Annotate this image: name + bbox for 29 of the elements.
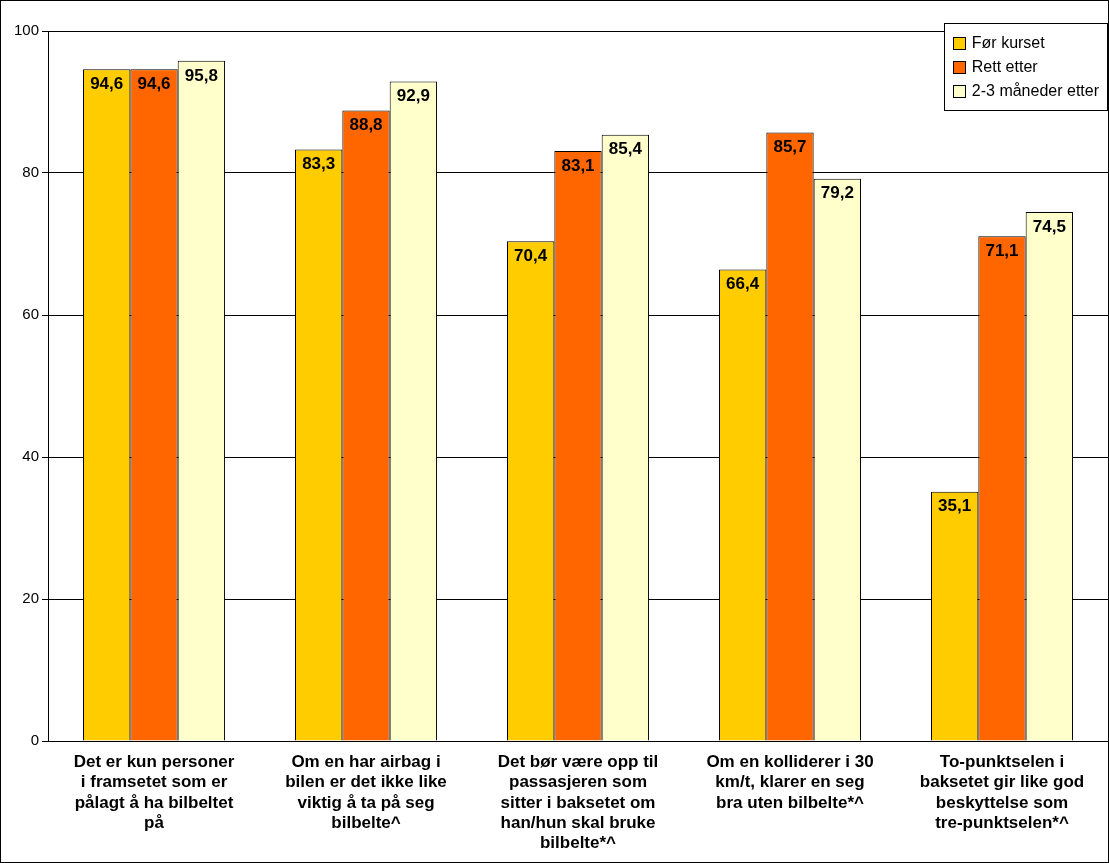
data-label: 71,1 (985, 240, 1019, 260)
y-tick-label: 60 (22, 305, 40, 323)
data-label: 83,3 (302, 154, 336, 174)
data-label: 79,2 (820, 183, 854, 203)
legend-label: Rett etter (971, 58, 1038, 76)
x-tick-label: Det er kun personer i framsetet som er pålagt å ha bilbeltet på (73, 751, 235, 833)
x-tick-label: Det bør være opp til passasjeren som sitter i baksetet om han/hun skal bruke bilbelte*^ (497, 751, 659, 853)
x-tick-label: Om en kolliderer i 30 km/t, klarer en seg bra uten bilbelte*^ (706, 751, 874, 812)
x-tick-label: To-punktselen i baksetet gir like god beskyttelse som tre-punktselen*^ (919, 751, 1085, 833)
legend-label: Før kurset (971, 34, 1045, 52)
data-label: 85,7 (773, 137, 807, 157)
data-label: 85,4 (608, 139, 643, 159)
data-label: 95,8 (184, 65, 218, 85)
data-label: 70,4 (514, 245, 548, 265)
data-label: 94,6 (90, 74, 124, 94)
data-label: 88,8 (349, 115, 383, 135)
data-label: 92,9 (396, 86, 430, 106)
data-label: 66,4 (726, 274, 760, 294)
x-tick-label: Om en har airbag i bilen er det ikke like viktig å ta på seg bilbelte^ (285, 751, 447, 833)
y-tick-label: 80 (22, 163, 40, 181)
y-tick-label: 0 (30, 731, 40, 749)
data-label: 74,5 (1032, 216, 1066, 236)
data-label: 94,6 (137, 74, 171, 94)
y-tick-label: 100 (14, 21, 40, 39)
data-label: 35,1 (938, 496, 972, 516)
legend-label: 2-3 måneder etter (971, 82, 1099, 100)
y-tick-label: 40 (22, 447, 40, 465)
data-label: 83,1 (561, 155, 595, 175)
y-tick-label: 20 (22, 589, 40, 607)
